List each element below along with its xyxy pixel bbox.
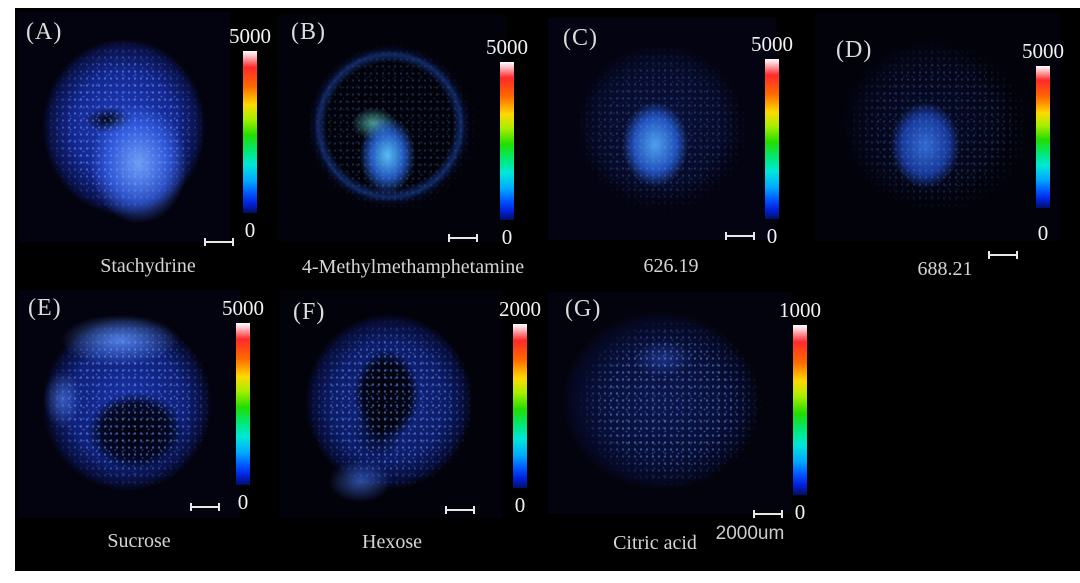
panel-label-e: (E) <box>28 295 62 321</box>
scale-bar <box>445 506 475 514</box>
scale-bar <box>448 234 478 242</box>
caption-b: 4-Methylmethamphetamine <box>301 256 525 278</box>
colorbar-max-label: 5000 <box>486 35 528 59</box>
colorbar-min-label: 0 <box>514 493 526 518</box>
tissue-section-g <box>548 292 792 514</box>
scale-bar-label: 2000um <box>715 523 785 544</box>
panel-label-f: (F) <box>293 299 326 325</box>
tissue-section-c <box>548 18 776 240</box>
colorbar-gradient <box>765 59 779 220</box>
colorbar-max-label: 5000 <box>222 296 264 320</box>
colorbar-gradient <box>243 51 257 214</box>
panel-label-b: (B) <box>291 19 326 45</box>
msi-image-688-21 <box>815 13 1060 241</box>
caption-a: Stachydrine <box>100 255 196 277</box>
msi-image-626-19 <box>548 18 776 240</box>
caption-f: Hexose <box>362 531 422 553</box>
tissue-section-f <box>280 290 502 518</box>
colorbar-max-label: 2000 <box>499 297 541 321</box>
colorbar-c: 5000 0 <box>742 32 802 249</box>
colorbar-e: 5000 0 <box>213 296 273 515</box>
colorbar-d: 5000 0 <box>1013 39 1073 246</box>
scale-bar <box>190 503 220 511</box>
panel-label-c: (C) <box>563 25 598 51</box>
scale-bar <box>753 510 783 518</box>
colorbar-max-label: 5000 <box>751 32 793 56</box>
colorbar-max-label: 5000 <box>229 24 271 48</box>
colorbar-min-label: 0 <box>766 224 778 249</box>
msi-image-4-methylmethamphetamine <box>278 14 506 242</box>
tissue-section-a <box>18 12 230 242</box>
tissue-section-d <box>815 13 1060 241</box>
colorbar-min-label: 0 <box>237 490 249 515</box>
colorbar-g: 1000 0 <box>770 298 830 525</box>
panel-label-a: (A) <box>26 19 63 45</box>
colorbar-gradient <box>513 324 527 489</box>
colorbar-gradient <box>793 325 807 496</box>
msi-image-sucrose <box>18 290 240 518</box>
scale-bar <box>204 238 234 246</box>
caption-c: 626.19 <box>643 255 699 277</box>
colorbar-gradient <box>1036 66 1050 209</box>
colorbar-max-label: 5000 <box>1022 39 1064 63</box>
colorbar-b: 5000 0 <box>477 35 537 250</box>
colorbar-min-label: 0 <box>244 218 256 243</box>
colorbar-min-label: 0 <box>794 500 806 525</box>
msi-image-citric-acid <box>548 292 792 514</box>
colorbar-max-label: 1000 <box>779 298 821 322</box>
colorbar-min-label: 0 <box>501 225 513 250</box>
caption-e: Sucrose <box>107 530 171 552</box>
colorbar-gradient <box>500 62 514 221</box>
colorbar-gradient <box>236 323 250 486</box>
caption-g: Citric acid <box>613 532 697 554</box>
msi-image-hexose <box>280 290 502 518</box>
figure-canvas: (A) 5000 0 Stachydrine (B) 5000 0 4-Meth… <box>15 8 1080 571</box>
scale-bar <box>725 232 755 240</box>
tissue-section-b <box>278 14 506 242</box>
colorbar-a: 5000 0 <box>220 24 280 243</box>
colorbar-f: 2000 0 <box>490 297 550 518</box>
colorbar-min-label: 0 <box>1037 221 1049 246</box>
panel-label-d: (D) <box>836 37 873 63</box>
panel-label-g: (G) <box>565 296 602 322</box>
msi-image-stachydrine <box>18 12 230 242</box>
scale-bar <box>988 251 1018 259</box>
tissue-section-e <box>18 290 240 518</box>
caption-d: 688.21 <box>917 258 973 280</box>
